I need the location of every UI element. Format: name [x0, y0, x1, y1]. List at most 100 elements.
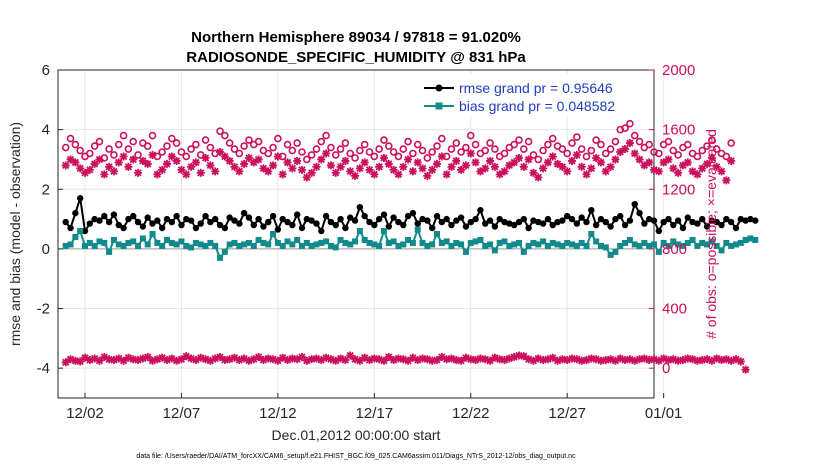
- data-point: [129, 137, 138, 146]
- data-point: [342, 224, 349, 232]
- data-point: [375, 355, 384, 364]
- data-point: [655, 227, 663, 235]
- data-point: [583, 218, 590, 226]
- data-point: [371, 241, 378, 248]
- data-point: [732, 224, 740, 232]
- data-point: [202, 212, 209, 220]
- series-layer: [61, 119, 759, 374]
- x-tick-label: 01/01: [645, 405, 683, 422]
- data-point: [375, 145, 383, 153]
- data-point: [379, 153, 388, 162]
- data-point: [331, 151, 340, 159]
- data-point: [534, 173, 543, 182]
- data-point: [153, 170, 162, 179]
- data-point: [419, 215, 426, 223]
- data-point: [279, 242, 286, 249]
- data-point: [688, 355, 697, 364]
- data-point: [563, 149, 572, 158]
- data-point: [582, 170, 591, 179]
- data-point: [683, 140, 692, 149]
- data-point: [477, 206, 484, 214]
- data-point: [365, 148, 374, 156]
- data-point: [409, 209, 417, 217]
- data-point: [510, 353, 519, 361]
- data-point: [588, 231, 595, 237]
- data-point: [318, 227, 325, 235]
- data-point: [564, 239, 571, 246]
- data-point: [442, 355, 451, 364]
- data-point: [457, 148, 465, 156]
- data-point: [659, 158, 668, 167]
- data-point: [168, 218, 175, 226]
- data-point: [515, 136, 523, 144]
- data-point: [563, 355, 572, 364]
- data-point: [322, 149, 331, 158]
- data-point: [675, 241, 682, 248]
- data-point: [684, 239, 691, 246]
- data-point: [394, 152, 403, 161]
- data-point: [269, 161, 278, 170]
- data-point: [539, 355, 548, 364]
- data-point: [548, 353, 557, 362]
- data-point: [524, 355, 533, 364]
- data-point: [167, 354, 176, 363]
- data-point: [514, 153, 523, 162]
- data-point: [341, 156, 350, 165]
- data-point: [149, 231, 156, 237]
- data-point: [616, 148, 625, 156]
- data-point: [356, 146, 364, 155]
- y-tick-left-label: 4: [42, 122, 50, 139]
- series-evaluated: [61, 139, 736, 185]
- data-point: [678, 355, 687, 364]
- data-point: [462, 223, 470, 230]
- x-tick-label: 12/12: [259, 405, 297, 422]
- data-point: [162, 159, 171, 168]
- data-point: [617, 242, 624, 249]
- data-point: [496, 239, 503, 246]
- x-tick-label: 12/27: [548, 405, 586, 422]
- data-point: [110, 211, 118, 218]
- data-point: [100, 353, 109, 361]
- data-point: [491, 145, 499, 153]
- data-point: [688, 167, 697, 176]
- data-point: [606, 162, 615, 171]
- data-point: [611, 356, 620, 365]
- data-point: [651, 241, 657, 248]
- data-point: [438, 134, 446, 143]
- data-point: [727, 156, 736, 165]
- data-point: [307, 168, 316, 177]
- data-point: [660, 218, 667, 226]
- data-point: [273, 356, 282, 365]
- legend-rmse-marker: [435, 84, 443, 92]
- data-point: [704, 241, 711, 248]
- data-point: [134, 151, 142, 159]
- data-point: [534, 354, 543, 363]
- data-point: [674, 151, 682, 159]
- data-point: [587, 354, 596, 363]
- data-point: [240, 159, 249, 168]
- data-point: [206, 143, 215, 152]
- data-point: [573, 242, 580, 249]
- data-point: [236, 242, 243, 249]
- data-point: [448, 221, 455, 229]
- data-point: [389, 355, 398, 364]
- data-point: [438, 218, 446, 226]
- data-point: [361, 212, 368, 220]
- data-point: [511, 241, 518, 248]
- data-point: [549, 239, 556, 246]
- data-point: [259, 164, 268, 173]
- series-possible: [61, 119, 735, 164]
- data-point: [342, 239, 349, 246]
- data-point: [307, 355, 316, 364]
- data-point: [669, 164, 678, 173]
- data-point: [577, 145, 586, 153]
- data-point: [519, 162, 528, 171]
- data-point: [689, 236, 696, 243]
- data-point: [630, 131, 639, 140]
- data-point: [265, 218, 272, 226]
- data-point: [341, 139, 350, 147]
- data-point: [119, 356, 128, 365]
- data-point: [506, 220, 513, 227]
- data-point: [192, 224, 200, 232]
- data-point: [437, 152, 446, 161]
